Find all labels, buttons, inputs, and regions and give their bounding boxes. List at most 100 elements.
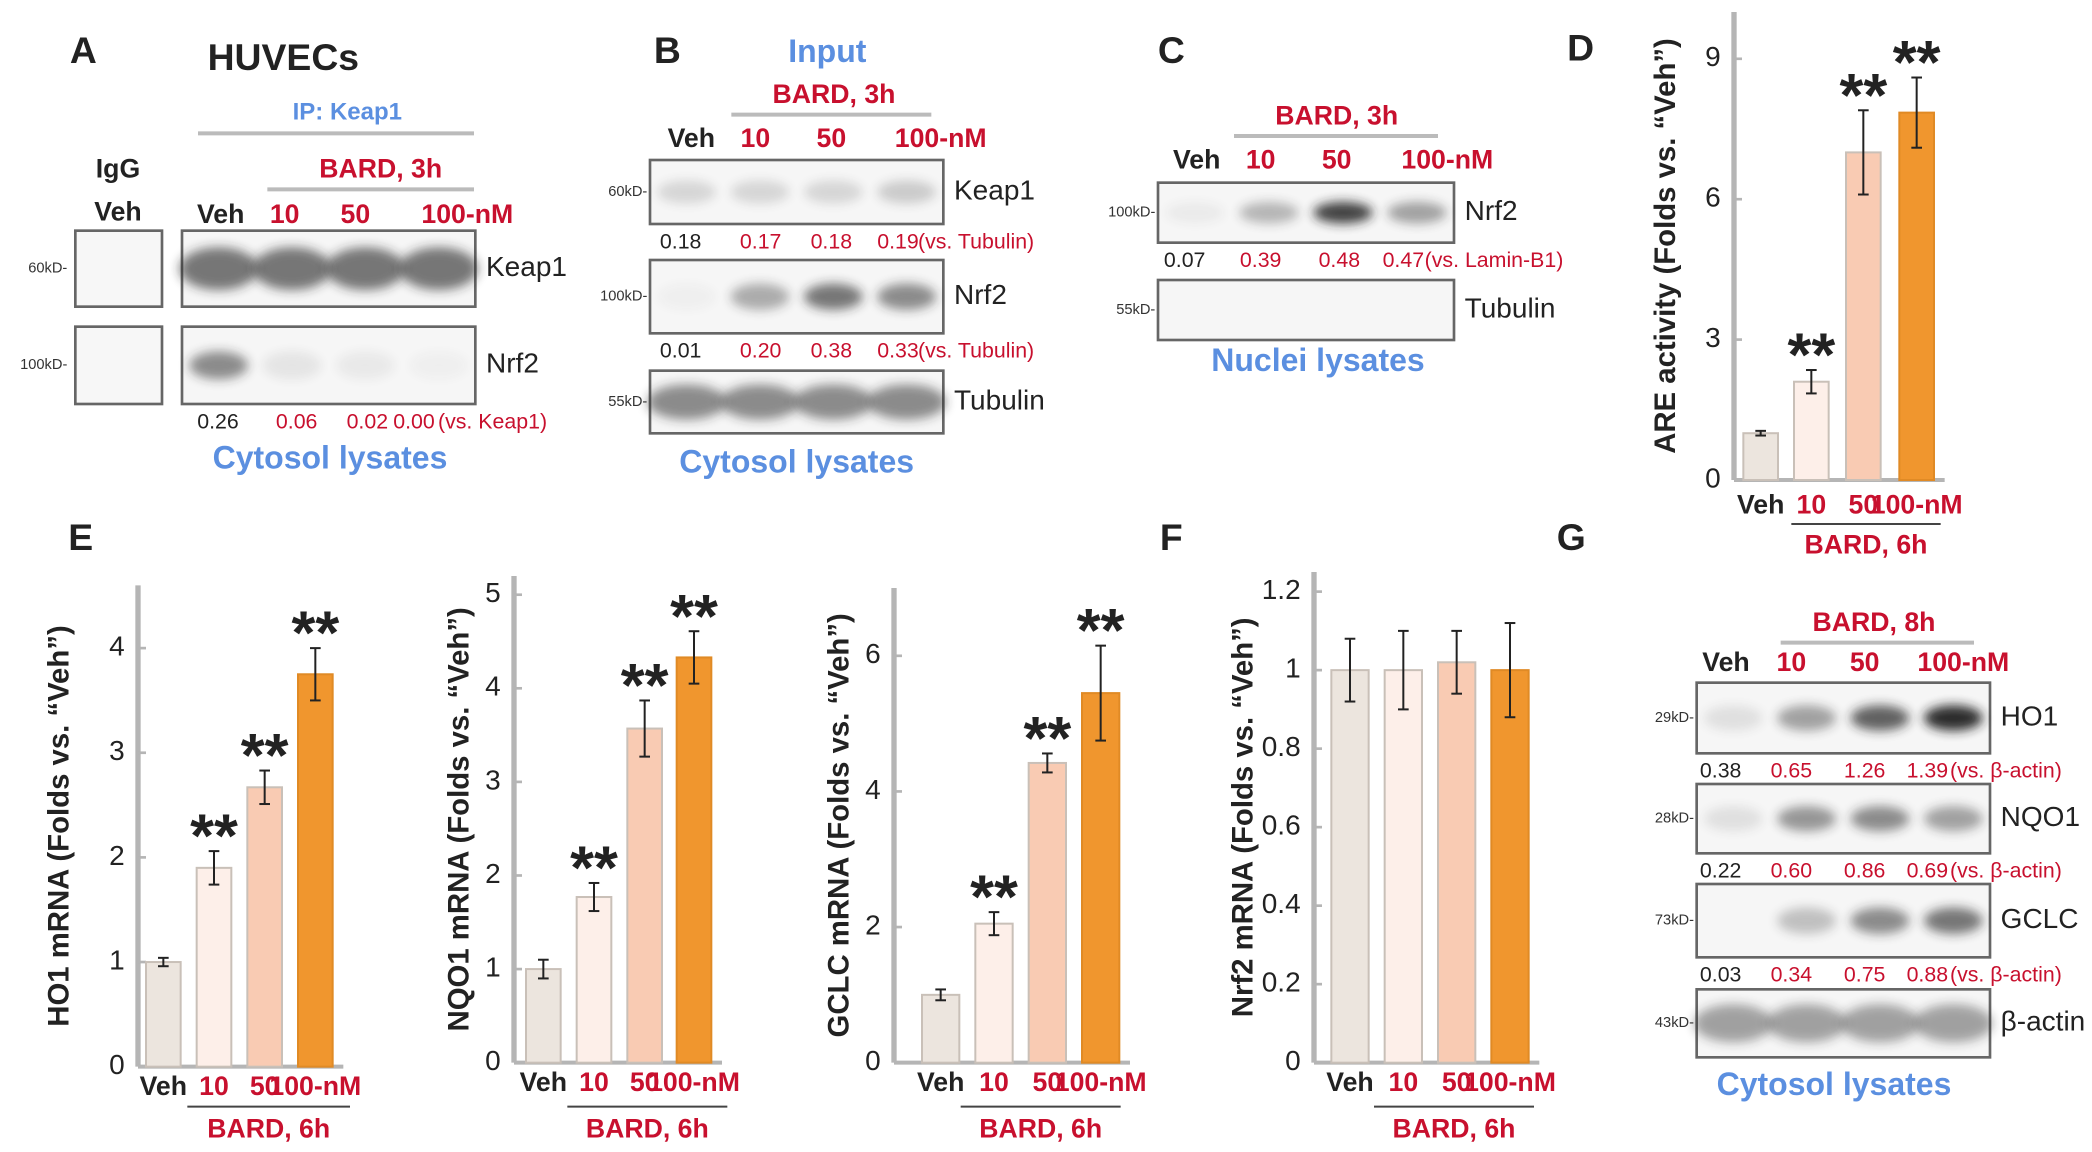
quant: 0.06 [276,409,318,433]
bar [1742,432,1779,481]
y-tick-label: 2 [109,840,125,871]
x-tick-label: 50 [250,1071,280,1101]
y-tick-label: 0 [1285,1045,1301,1076]
bar [1330,669,1370,1064]
quant: 0.75 [1844,963,1886,987]
band [804,283,863,310]
x-tick-label: 100-nM [269,1071,361,1101]
y-tick-label: 0 [485,1045,501,1076]
x-tick-label: 50 [1033,1067,1063,1097]
quant: 0.38 [811,339,853,363]
band [1914,1004,1993,1043]
quant: 0.86 [1844,859,1886,883]
quant: 1.39 [1907,759,1949,783]
protein: Tubulin [954,384,1045,415]
x-tick-label: 50 [630,1067,660,1097]
y-tick-label: 6 [865,638,881,669]
group-label: BARD, 6h [979,1114,1102,1144]
bar [675,656,713,1064]
protein: Nrf2 [954,279,1007,310]
lane-label: Veh [668,123,715,153]
x-tick-label: Veh [917,1067,964,1097]
treatment: BARD, 3h [773,79,896,109]
band [877,283,936,310]
band [720,384,800,420]
quant: 0.48 [1319,248,1361,272]
lane-label: 100-nM [895,123,987,153]
y-tick-label: 1 [109,944,125,975]
blot-footer: Cytosol lysates [679,443,914,479]
y-tick-label: 0.4 [1262,888,1301,919]
significance: ** [1077,595,1125,664]
y-tick-label: 2 [865,909,881,940]
protein: β-actin [2001,1006,2086,1037]
band [179,247,258,290]
band [730,180,790,204]
quant: 0.19 [877,229,919,253]
y-tick-label: 9 [1705,41,1721,72]
band [1924,806,1983,832]
band [1694,1004,1773,1043]
y-tick-label: 0 [1705,462,1721,493]
quant: 0.60 [1771,859,1813,883]
y-tick-label: 0 [865,1045,881,1076]
marker: 43kD- [1655,1015,1694,1031]
band [336,351,395,380]
lane-label: 10 [1246,144,1276,174]
bar [1490,669,1530,1064]
band [657,180,716,204]
x-tick-label: Veh [1737,490,1784,520]
quant-note: (vs. Tubulin) [918,229,1034,253]
band [1165,201,1225,224]
y-tick-label: 1 [485,951,501,982]
quant-note: (vs. β-actin) [1950,759,2062,783]
band [877,180,936,204]
x-tick-label: 10 [199,1071,229,1101]
y-tick-label: 1 [1285,653,1301,684]
band [1239,201,1299,224]
marker: 29kD- [1655,710,1694,726]
significance: ** [570,833,618,902]
y-tick-label: 0 [109,1049,125,1080]
bar [1898,111,1935,481]
quant: 0.33 [877,339,919,363]
marker: 100kD- [1108,205,1155,221]
quant: 0.17 [740,229,782,253]
control-lane: Veh [94,196,141,226]
y-tick-label: 4 [865,774,881,805]
y-tick-label: 4 [485,671,501,702]
y-tick-label: 3 [1705,322,1721,353]
quant: 0.03 [1700,963,1742,987]
quant: 0.34 [1771,963,1813,987]
quant: 0.69 [1907,859,1949,883]
band [399,247,478,290]
panel-label: F [1160,516,1183,558]
quant: 0.47 [1383,248,1425,272]
lane-label: 50 [1322,144,1352,174]
band [1777,806,1836,832]
treatment: BARD, 3h [319,154,442,184]
x-tick-label: 10 [979,1067,1009,1097]
band [657,283,716,309]
significance: ** [970,862,1018,931]
lane-label: 100-nM [1917,647,2009,677]
bar [921,993,961,1064]
quant: 0.07 [1164,248,1206,272]
band [794,384,873,420]
x-tick-label: 10 [1389,1067,1419,1097]
band [647,384,726,420]
protein: GCLC [2001,903,2079,934]
quant-note: (vs. Keap1) [438,409,547,433]
bar [1383,669,1423,1064]
bar [297,673,334,1068]
lane-label: 50 [817,123,847,153]
quant: 0.02 [347,409,389,433]
panel-label: D [1567,27,1594,69]
band [1850,705,1910,731]
quant: 0.88 [1907,963,1949,987]
y-tick-label: 1.2 [1262,574,1301,605]
y-tick-label: 2 [485,858,501,889]
quant: 0.22 [1700,859,1742,883]
blot-footer: Cytosol lysates [1717,1066,1952,1102]
bar [1437,661,1477,1064]
